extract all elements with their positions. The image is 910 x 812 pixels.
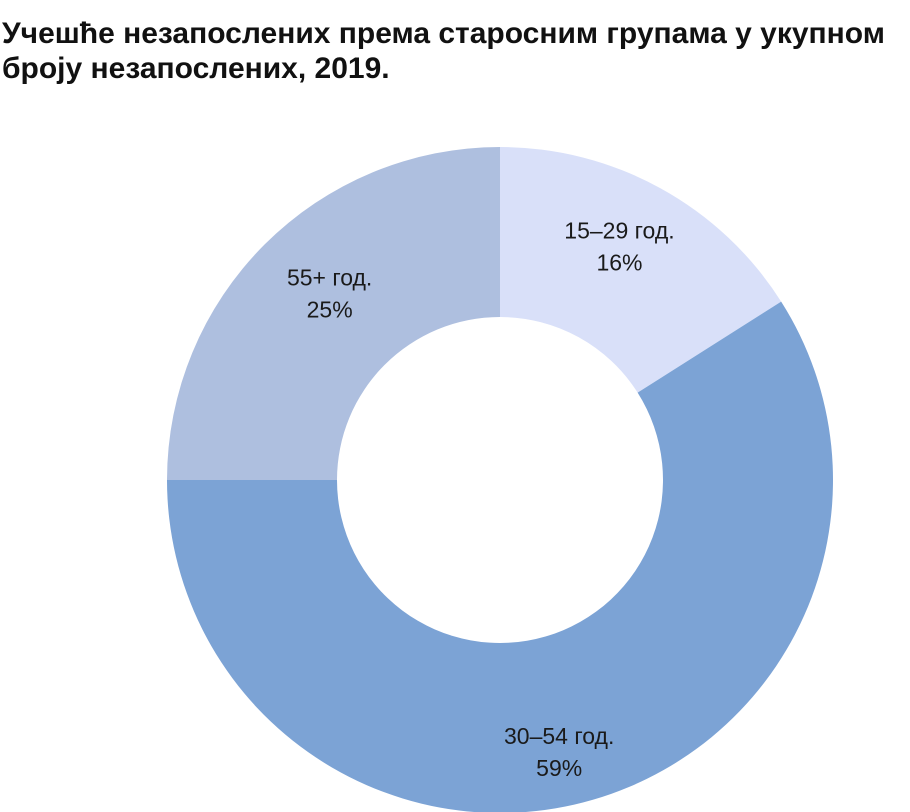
slice-label-3: 55+ год. <box>287 265 372 291</box>
donut-slice-3 <box>167 147 500 480</box>
donut-slices <box>167 147 833 812</box>
donut-slice-2 <box>167 301 833 812</box>
slice-percent-3: 25% <box>307 297 353 323</box>
donut-slice-1 <box>500 147 782 393</box>
slice-labels: 15–29 год. 16% 30–54 год. 59% 55+ год. 25% <box>287 218 675 781</box>
slice-label-1: 15–29 год. <box>564 218 674 244</box>
slice-label-2: 30–54 год. <box>504 723 614 749</box>
slice-percent-2: 59% <box>536 755 582 781</box>
slice-percent-1: 16% <box>596 250 642 276</box>
chart-title: Учешће незапослених према старосним груп… <box>2 17 885 85</box>
